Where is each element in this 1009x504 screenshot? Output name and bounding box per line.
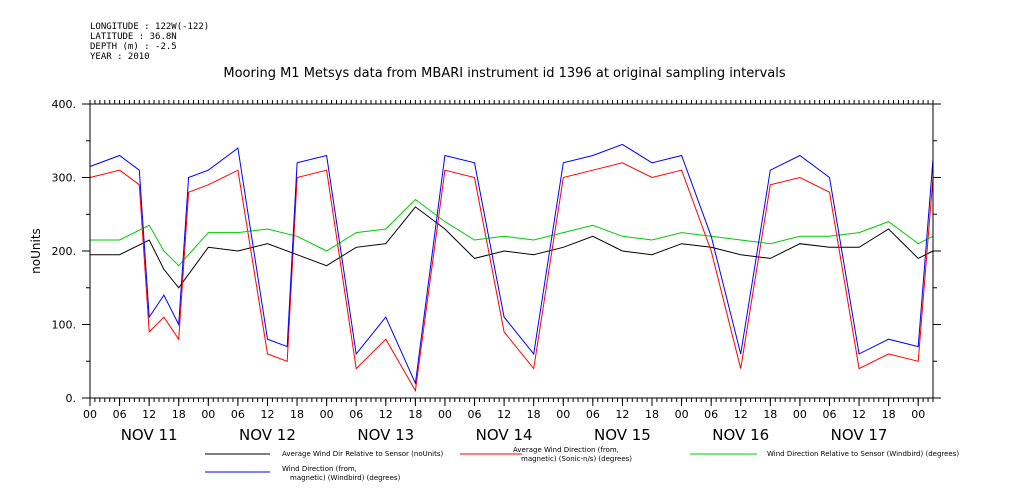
x-tick-label: 00 — [911, 408, 925, 421]
x-tick-label: 06 — [231, 408, 245, 421]
x-tick-label: 18 — [290, 408, 304, 421]
x-tick-label: 06 — [113, 408, 127, 421]
series-line-3 — [89, 143, 934, 386]
legend-label-2: Wind Direction Relative to Sensor (Windb… — [767, 450, 959, 458]
y-tick-label: 300. — [52, 172, 77, 185]
x-tick-label: 12 — [142, 408, 156, 421]
x-tick-label: 12 — [615, 408, 629, 421]
axes: 0. 100. 200. 300. 400. noUnits 00 06 12 18 00 06 12 1… — [29, 98, 941, 444]
legend: Average Wind Dir Relative to Sensor (noU… — [205, 446, 959, 482]
x-tick-label: 12 — [497, 408, 511, 421]
x-tick-label: 18 — [645, 408, 659, 421]
year-text: YEAR : 2010 — [90, 52, 150, 62]
legend-label-3: Wind Direction (from, — [282, 465, 357, 473]
y-axis-label: noUnits — [29, 228, 43, 274]
latitude-text: LATITUDE : 36.8N — [90, 32, 177, 42]
x-tick-label: 00 — [675, 408, 689, 421]
y-tick-label: 0. — [66, 392, 77, 405]
x-tick-label: 18 — [882, 408, 896, 421]
x-tick-label: 06 — [704, 408, 718, 421]
x-tick-label: 18 — [408, 408, 422, 421]
y-tick-label: 200. — [52, 245, 77, 258]
day-label: NOV 12 — [239, 426, 296, 444]
x-tick-label: 00 — [320, 408, 334, 421]
x-tick-label: 00 — [793, 408, 807, 421]
plot-area — [89, 143, 934, 393]
x-tick-label: 12 — [379, 408, 393, 421]
legend-label-1: magnetic) (Sonic-n/s) (degrees) — [521, 455, 632, 463]
x-tick-label: 12 — [260, 408, 274, 421]
x-tick-label: 00 — [201, 408, 215, 421]
legend-label-1: Average Wind Direction (from, — [513, 446, 619, 454]
x-tick-label: 00 — [438, 408, 452, 421]
x-tick-label: 00 — [556, 408, 570, 421]
y-tick-label: 100. — [52, 319, 77, 332]
x-tick-label: 06 — [822, 408, 836, 421]
series-line-0 — [90, 206, 934, 289]
day-label: NOV 17 — [831, 426, 888, 444]
x-tick-label: 06 — [349, 408, 363, 421]
x-tick-label: 18 — [527, 408, 541, 421]
x-tick-label: 06 — [586, 408, 600, 421]
day-label: NOV 16 — [712, 426, 769, 444]
legend-label-3: magnetic) (Windbird) (degrees) — [290, 474, 401, 482]
y-tick-label: 400. — [52, 98, 77, 111]
x-tick-label: 12 — [734, 408, 748, 421]
legend-label-0: Average Wind Dir Relative to Sensor (noU… — [282, 450, 443, 458]
x-tick-label: 18 — [172, 408, 186, 421]
day-label: NOV 13 — [357, 426, 414, 444]
x-tick-label: 12 — [852, 408, 866, 421]
chart-title: Mooring M1 Metsys data from MBARI instru… — [223, 66, 786, 81]
longitude-text: LONGITUDE : 122W(-122) — [90, 22, 210, 32]
day-label: NOV 11 — [121, 426, 178, 444]
day-label: NOV 15 — [594, 426, 651, 444]
day-label: NOV 14 — [476, 426, 533, 444]
series-line-2 — [90, 198, 934, 267]
x-tick-label: 18 — [763, 408, 777, 421]
x-tick-label: 00 — [83, 408, 97, 421]
series-line-1 — [89, 162, 934, 393]
x-tick-label: 06 — [468, 408, 482, 421]
plot-frame — [89, 103, 934, 399]
depth-text: DEPTH (m) : -2.5 — [90, 42, 177, 52]
mooring-metadata: LONGITUDE : 122W(-122) LATITUDE : 36.8N … — [90, 22, 209, 62]
